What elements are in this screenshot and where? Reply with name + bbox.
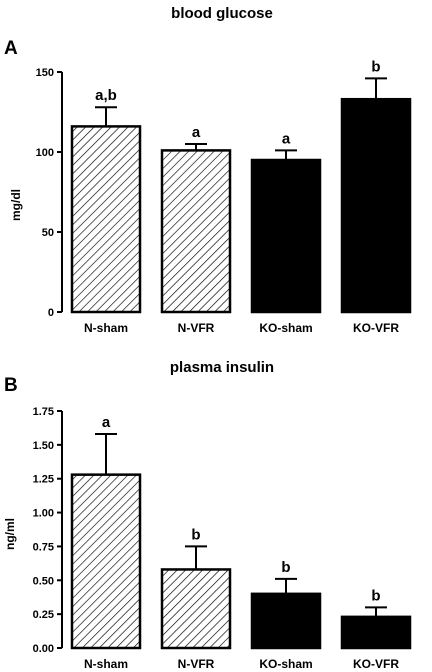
y-tick-label: 50: [42, 227, 54, 239]
category-label: KO-VFR: [353, 321, 399, 335]
chart-title-blood-glucose: blood glucose: [171, 5, 273, 22]
bars-b: a N-sham b N-VFR b KO-sham b KO-VFR: [70, 414, 412, 671]
panel-letter-a: A: [4, 38, 18, 59]
significance-label: a: [282, 130, 291, 147]
significance-label: a: [192, 124, 201, 141]
chart-panel-b: B plasma insulin ng/ml 0.00 0.25 0.50 0.75 1…: [3, 359, 412, 671]
bar-ko-sham: [250, 592, 322, 650]
y-tick-label: 0.25: [33, 609, 54, 621]
category-label: N-sham: [84, 657, 128, 671]
bar-ko-sham: [250, 158, 322, 314]
y-axis-a: 0 50 100 150: [36, 67, 63, 319]
y-tick-label: 150: [36, 67, 54, 79]
category-label: KO-sham: [259, 657, 312, 671]
category-label: N-sham: [84, 321, 128, 335]
y-tick-label: 1.00: [33, 508, 54, 520]
bar-ko-vfr: [340, 97, 412, 314]
y-tick-label: 1.25: [33, 474, 54, 486]
significance-label: a,b: [95, 87, 117, 104]
significance-label: a: [102, 414, 111, 431]
y-tick-label: 1.50: [33, 440, 54, 452]
category-label: KO-VFR: [353, 657, 399, 671]
chart-panel-a: A blood glucose mg/dl 0 50 100 150 a,b N-sha…: [4, 5, 412, 335]
bar-n-vfr: [160, 149, 232, 314]
bars-a: a,b N-sham a N-VFR a KO-sham b KO-VFR: [70, 58, 412, 335]
y-tick-label: 0.75: [33, 541, 54, 553]
y-tick-label: 0: [48, 307, 54, 319]
bar-n-vfr: [160, 568, 232, 650]
y-axis-b: 0.00 0.25 0.50 0.75 1.00 1.25 1.50 1.75: [33, 406, 63, 655]
y-tick-label: 1.75: [33, 406, 54, 418]
category-label: KO-sham: [259, 321, 312, 335]
y-tick-label: 0.50: [33, 575, 54, 587]
y-tick-label: 100: [36, 147, 54, 159]
bar-n-sham: [70, 125, 142, 314]
bar-ko-vfr: [340, 615, 412, 650]
category-label: N-VFR: [178, 657, 215, 671]
significance-label: b: [371, 587, 380, 604]
panel-letter-b: B: [4, 375, 18, 396]
chart-title-plasma-insulin: plasma insulin: [170, 359, 274, 376]
y-axis-label-b: ng/ml: [3, 518, 17, 550]
y-tick-label: 0.00: [33, 643, 54, 655]
significance-label: b: [371, 58, 380, 75]
significance-label: b: [281, 559, 290, 576]
significance-label: b: [191, 526, 200, 543]
y-axis-label-a: mg/dl: [9, 189, 23, 221]
category-label: N-VFR: [178, 321, 215, 335]
bar-n-sham: [70, 473, 142, 650]
